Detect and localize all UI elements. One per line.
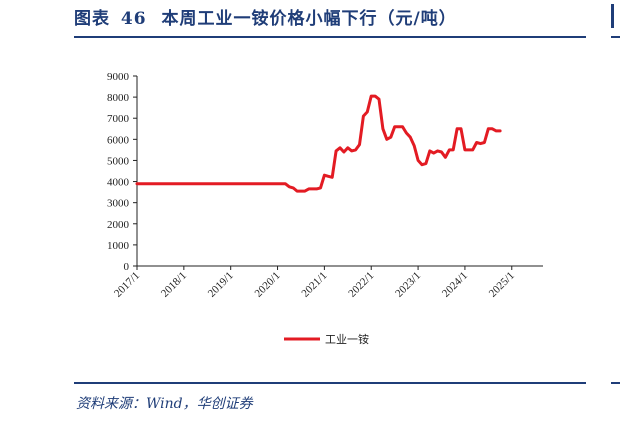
y-tick-label: 5000 <box>107 155 130 167</box>
x-tick-label: 2025/1 <box>487 270 517 300</box>
x-tick-label: 2017/1 <box>112 270 142 300</box>
legend-label: 工业一铵 <box>325 332 369 346</box>
figure-title-number: 46 <box>120 9 147 29</box>
adjacent-figure-edge <box>611 4 620 28</box>
y-tick-label: 0 <box>124 261 130 273</box>
y-tick-label: 1000 <box>107 240 130 252</box>
x-tick-label: 2022/1 <box>346 270 376 300</box>
figure-title: 图表 46 本周工业一铵价格小幅下行（元/吨） <box>74 4 457 29</box>
x-tick-label: 2019/1 <box>206 270 236 300</box>
y-tick-label: 8000 <box>107 92 130 104</box>
y-tick-label: 6000 <box>107 134 130 146</box>
figure-title-prefix: 图表 <box>74 9 110 29</box>
figure-title-text: 本周工业一铵价格小幅下行（元/吨） <box>161 9 457 29</box>
y-tick-label: 9000 <box>107 71 130 83</box>
title-rule <box>74 36 586 38</box>
y-tick-label: 3000 <box>107 198 130 210</box>
adjacent-figure-rule-bottom <box>611 382 620 384</box>
x-tick-label: 2021/1 <box>299 270 329 300</box>
adjacent-figure-rule-top <box>611 36 620 38</box>
series-line <box>135 94 502 193</box>
y-tick-label: 2000 <box>107 219 130 231</box>
x-tick-label: 2023/1 <box>393 270 423 300</box>
x-tick-label: 2018/1 <box>159 270 189 300</box>
x-tick-label: 2020/1 <box>253 270 283 300</box>
source-rule <box>74 382 586 384</box>
x-tick-label: 2024/1 <box>440 270 470 300</box>
y-tick-label: 4000 <box>107 177 130 189</box>
source-note: 资料来源：Wind，华创证券 <box>76 396 253 412</box>
y-tick-label: 7000 <box>107 113 130 125</box>
